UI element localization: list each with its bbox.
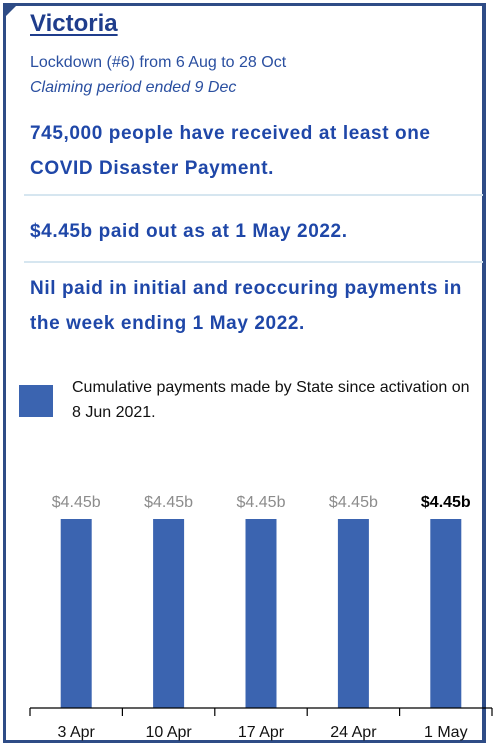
state-title: Victoria (30, 10, 118, 37)
data-label: $4.45b (144, 494, 193, 511)
data-label: $4.45b (421, 494, 471, 511)
x-tick-label: 3 Apr (58, 724, 96, 741)
weekly-payment-headline: Nil paid in initial and reoccuring payme… (30, 278, 462, 334)
bar-1-may (430, 519, 462, 708)
claiming-period: Claiming period ended 9 Dec (30, 79, 237, 96)
data-label: $4.45b (329, 494, 378, 511)
x-tick-label: 10 Apr (145, 724, 192, 741)
lockdown-period: Lockdown (#6) from 6 Aug to 28 Oct (30, 54, 287, 71)
data-label: $4.45b (52, 494, 101, 511)
corner-accent (6, 6, 16, 16)
x-tick-label: 24 Apr (330, 724, 377, 741)
bar-10-apr (153, 519, 185, 708)
bar-3-apr (60, 519, 92, 708)
paid-out-headline: $4.45b paid out as at 1 May 2022. (30, 221, 348, 242)
data-label: $4.45b (237, 494, 286, 511)
bar-24-apr (337, 519, 369, 708)
legend-swatch (19, 385, 53, 417)
x-tick-label: 17 Apr (238, 724, 285, 741)
x-tick-label: 1 May (424, 724, 468, 741)
separator-2 (24, 261, 483, 263)
people-received-headline: 745,000 people have received at least on… (30, 123, 431, 179)
separator-1 (24, 194, 483, 196)
bar-17-apr (245, 519, 277, 708)
legend-label: Cumulative payments made by State since … (72, 379, 470, 421)
